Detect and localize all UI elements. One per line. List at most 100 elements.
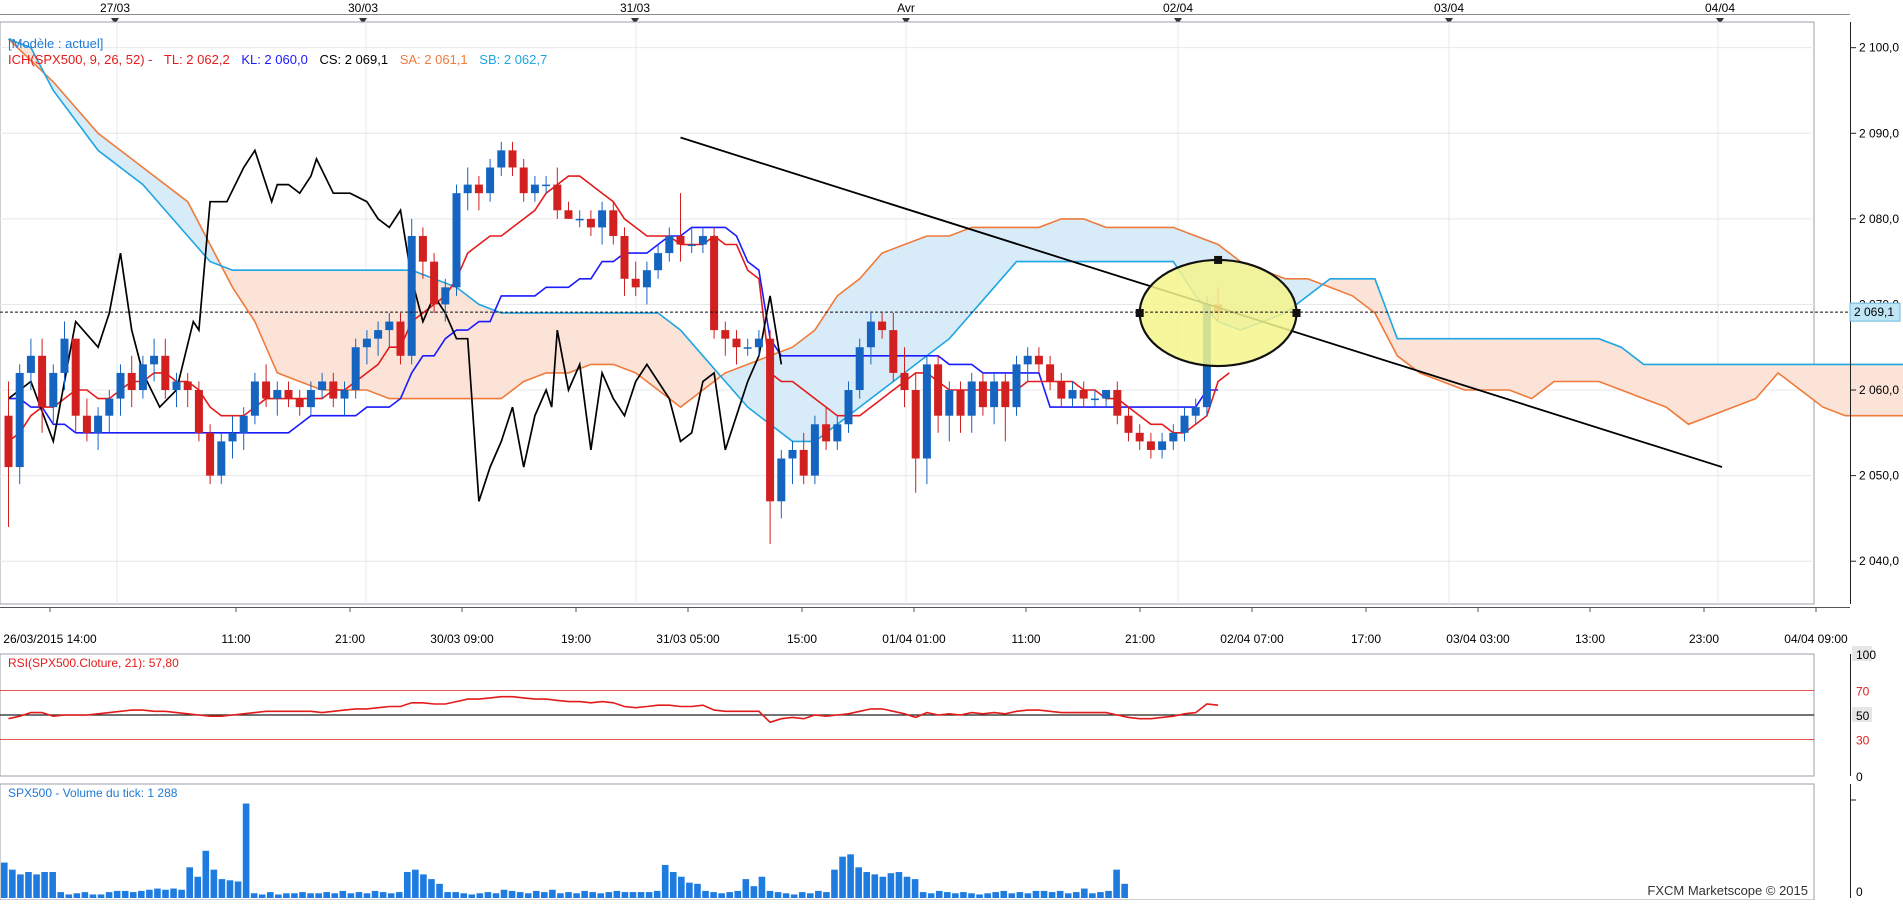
cloud-segment (1101, 225, 1107, 261)
cloud-segment (961, 230, 967, 326)
cloud-segment (910, 240, 916, 368)
cloud-segment (602, 313, 608, 364)
cloud-segment (1061, 219, 1067, 262)
volume-bar (348, 893, 355, 898)
cloud-segment (619, 313, 625, 369)
volume-bar (944, 892, 951, 898)
volume-bar (178, 890, 185, 898)
volume-bar (364, 893, 371, 898)
volume-bar (1113, 870, 1120, 898)
volume-bar (460, 893, 467, 898)
cloud-segment (569, 313, 575, 373)
volume-bar (17, 874, 24, 898)
cloud-segment (1711, 364, 1717, 415)
volume-bar (662, 865, 669, 898)
ellipse-handle[interactable] (1136, 309, 1144, 317)
cloud-segment (1493, 339, 1499, 390)
cloud-segment (451, 285, 457, 398)
cloud-segment (647, 313, 653, 386)
volume-bar (815, 891, 822, 898)
cloud-segment (361, 270, 367, 390)
cloud-segment (535, 313, 541, 377)
candle (710, 227, 718, 338)
volume-header: SPX500 - Volume du tick: 1 288 (8, 786, 178, 800)
volume-bar (614, 891, 621, 898)
volume-bar (259, 894, 266, 898)
volume-bar (41, 872, 48, 898)
volume-axis: 0 (1850, 784, 1863, 899)
cloud-segment (1672, 364, 1678, 415)
volume-bar (356, 892, 363, 898)
cloud-segment (1157, 227, 1163, 261)
cloud-segment (1000, 227, 1006, 280)
top-date-label: 27/03 (100, 1, 130, 15)
volume-bar (1065, 893, 1072, 898)
cloud-segment (574, 313, 580, 371)
cloud-segment (944, 236, 950, 343)
highlight-ellipse[interactable] (1140, 260, 1297, 366)
ellipse-handle[interactable] (1214, 256, 1222, 264)
cloud-segment (546, 313, 552, 373)
volume-bar (888, 873, 895, 898)
cloud-segment (1022, 227, 1028, 261)
volume-bar (871, 874, 878, 898)
volume-bar (194, 877, 201, 898)
volume-bar (162, 890, 169, 898)
cloud-segment (305, 270, 311, 386)
cloud-segment (272, 270, 278, 373)
cloud-segment (1655, 364, 1661, 405)
volume-bar (90, 894, 97, 898)
volume-bar (477, 893, 484, 898)
cloud-segment (311, 270, 317, 388)
volume-bar (573, 893, 580, 898)
time-label: 31/03 05:00 (656, 632, 720, 646)
cloud-segment (955, 232, 961, 333)
volume-bar (412, 870, 419, 898)
volume-bar (638, 892, 645, 898)
volume-bar (501, 890, 508, 898)
cloud-segment (787, 347, 793, 441)
candle (206, 424, 214, 484)
volume-bar (597, 893, 604, 898)
time-label: 04/04 09:00 (1784, 632, 1848, 646)
volume-bar (331, 893, 338, 898)
cloud-segment (1095, 223, 1101, 262)
volume-bar (315, 893, 322, 898)
cloud-segment (636, 313, 642, 377)
time-label: 11:00 (1011, 632, 1040, 646)
volume-bar (243, 804, 250, 898)
candle (1013, 356, 1021, 416)
volume-bar (98, 894, 105, 898)
volume-bar (896, 872, 903, 898)
rsi-tick-label: 30 (1856, 733, 1870, 747)
cloud-segment (1649, 364, 1655, 403)
cloud-segment (1817, 364, 1823, 407)
cloud-segment (1515, 339, 1521, 395)
volume-bar (565, 892, 572, 898)
cloud-segment (921, 236, 927, 360)
cloud-segment (367, 270, 373, 392)
time-label: 11:00 (221, 632, 250, 646)
cloud-segment (1717, 364, 1723, 413)
volume-bar (557, 893, 564, 898)
time-label: 17:00 (1351, 632, 1381, 646)
volume-bar (130, 892, 137, 898)
cloud-segment (1151, 227, 1157, 261)
volume-bar (186, 867, 193, 898)
volume-bar (670, 872, 677, 898)
cloud-segment (1834, 364, 1840, 413)
volume-bar (863, 872, 870, 898)
volume-bar (992, 892, 999, 898)
ellipse-handle[interactable] (1293, 309, 1301, 317)
volume-bar (122, 891, 129, 898)
volume-bar (436, 884, 443, 898)
rsi-header: RSI(SPX500.Cloture, 21): 57,80 (8, 656, 179, 670)
cloud-segment (1588, 339, 1594, 382)
volume-bar (920, 892, 927, 898)
volume-bar (630, 892, 637, 898)
cloud-segment (966, 227, 972, 319)
cloud-segment (793, 343, 799, 441)
volume-bar (146, 890, 153, 898)
volume-bar (372, 891, 379, 898)
volume-bar (1025, 893, 1032, 898)
